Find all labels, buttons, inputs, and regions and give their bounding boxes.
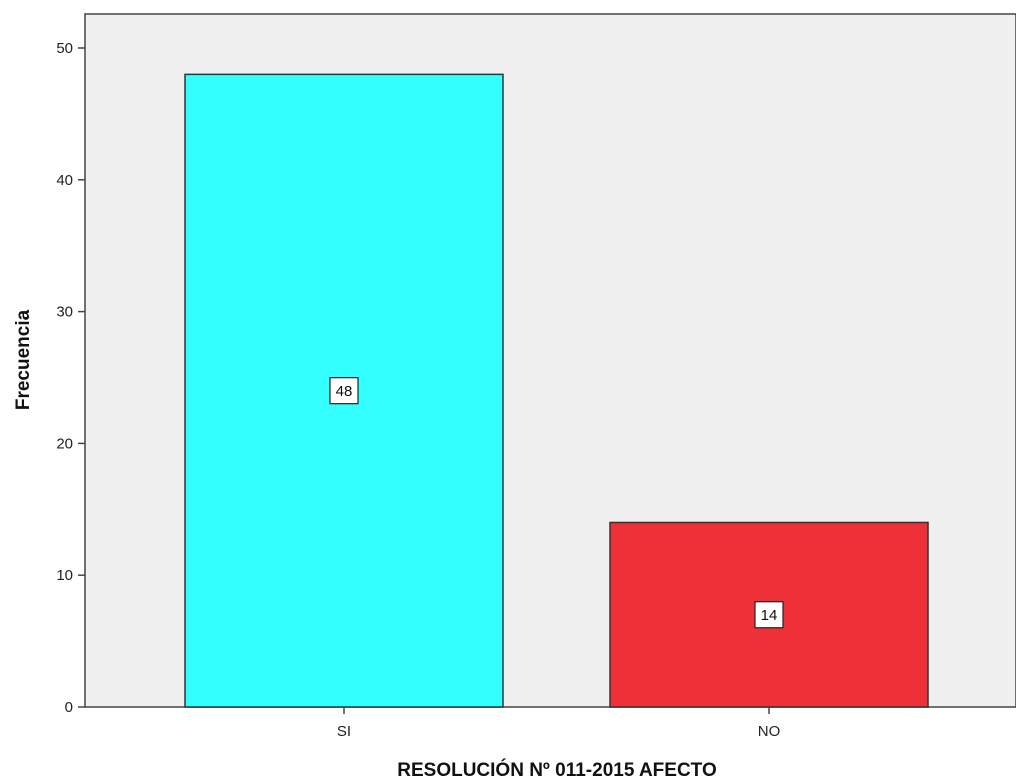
y-tick-label: 50	[56, 40, 73, 57]
y-tick-label: 20	[56, 435, 73, 452]
y-tick-label: 0	[65, 699, 73, 716]
y-axis: 0 10 20 30 40 50	[56, 40, 85, 716]
x-tick-label: SI	[337, 723, 351, 740]
data-label: 48	[336, 383, 353, 400]
x-tick-label: NO	[758, 723, 781, 740]
data-label-box	[329, 377, 359, 405]
data-label-box	[754, 601, 784, 629]
y-tick-label: 40	[56, 172, 73, 189]
y-axis-title: Frecuencia	[13, 309, 34, 410]
y-tick-label: 30	[56, 304, 73, 321]
x-axis: SI NO	[337, 707, 780, 740]
x-axis-title: RESOLUCIÓN Nº 011-2015 AFECTO	[397, 759, 716, 781]
data-label: 14	[761, 607, 778, 624]
y-tick-label: 10	[56, 567, 73, 584]
data-labels-group: 48 14	[329, 377, 784, 629]
